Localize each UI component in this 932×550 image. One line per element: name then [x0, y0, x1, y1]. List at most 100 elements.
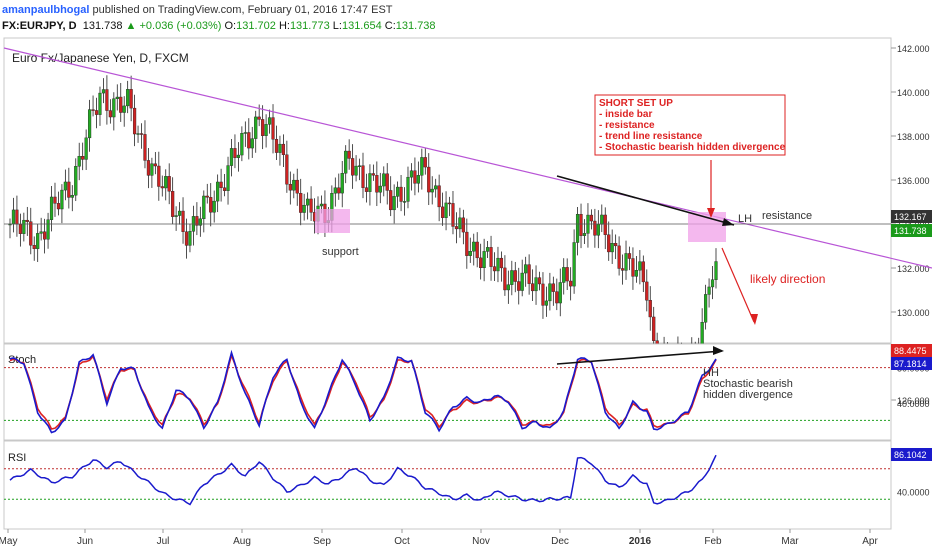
- candle-body: [216, 181, 220, 202]
- time-tick-label: Mar: [781, 536, 799, 547]
- stoch-pane-frame: [3, 343, 892, 441]
- candle-body: [347, 150, 351, 159]
- price-pane-frame: [3, 37, 892, 344]
- price-tick-label: 142.000: [897, 44, 930, 54]
- candle-body: [257, 116, 261, 120]
- candle-body: [472, 241, 476, 252]
- author-link[interactable]: amanpaulbhogal: [2, 4, 90, 16]
- candle-body: [399, 186, 403, 202]
- stoch-value-labels: 88.4475 87.1814: [891, 344, 932, 370]
- price-label: 132.167: [894, 212, 927, 222]
- candle-body: [406, 176, 410, 202]
- candle-body: [482, 251, 486, 269]
- time-axis[interactable]: May Jun Jul Aug Sep Oct Nov Dec 2016 Feb Mar Apr: [0, 529, 878, 547]
- candle-body: [254, 116, 258, 139]
- candle-body: [530, 283, 535, 292]
- time-tick-label: 2016: [629, 536, 652, 547]
- candle-body: [714, 261, 718, 280]
- change: ▲ +0.036 (+0.03%): [125, 20, 222, 32]
- stoch-value-bg: [891, 344, 932, 357]
- candle-body: [396, 186, 400, 197]
- candle-body: [22, 219, 26, 234]
- price-pane[interactable]: Euro Fx/Japanese Yen, D, FXCM 142.000 140…: [3, 37, 932, 406]
- candle-body: [240, 133, 244, 156]
- candle-body: [205, 195, 209, 198]
- setup-text-line: - resistance: [599, 120, 655, 131]
- candle-body: [569, 280, 573, 287]
- candle-body: [105, 89, 109, 111]
- candle-body: [593, 220, 597, 236]
- candle-body: [333, 187, 337, 194]
- candle-body: [74, 166, 78, 196]
- candle-body: [607, 234, 611, 253]
- candle-body: [357, 165, 362, 167]
- candle-body: [164, 176, 168, 189]
- candle-body: [368, 173, 372, 192]
- candle-body: [534, 277, 538, 292]
- rsi-line: [9, 454, 717, 506]
- candle-body: [575, 214, 580, 243]
- candle-body: [56, 203, 61, 210]
- candle-body: [285, 154, 289, 185]
- candle-body: [600, 214, 604, 225]
- candle-body: [645, 281, 649, 301]
- close-label: C:: [384, 20, 396, 32]
- candle-body: [627, 253, 632, 259]
- open-value: 131.702: [236, 20, 276, 32]
- rsi-pane[interactable]: RSI 40.0000 86.1042: [3, 440, 932, 530]
- candle-body: [46, 219, 50, 240]
- open-label: O:: [224, 20, 237, 32]
- candle-body: [67, 181, 71, 198]
- price-tick-label: 138.000: [897, 132, 930, 142]
- candle-body: [562, 267, 566, 283]
- divergence-label-2: hidden divergence: [703, 389, 793, 401]
- candle-body: [638, 261, 642, 271]
- candle-body: [648, 300, 652, 318]
- price-tick-label: 130.000: [897, 308, 930, 318]
- candle-body: [458, 217, 462, 230]
- candle-body: [167, 176, 171, 192]
- candle-body: [489, 247, 493, 267]
- price-tick-label: 136.000: [897, 176, 930, 186]
- candle-body: [91, 109, 95, 111]
- candle-body: [427, 166, 431, 193]
- candle-body: [94, 110, 99, 115]
- direction-arrow-line: [721, 247, 755, 323]
- candle-body: [579, 214, 583, 236]
- candle-body: [302, 204, 306, 213]
- candle-body: [364, 187, 369, 192]
- price-tick-label: 132.000: [897, 264, 930, 274]
- candle-body: [108, 110, 112, 118]
- candle-body: [292, 179, 296, 191]
- candle-body: [146, 160, 151, 176]
- candles: [8, 75, 718, 393]
- stoch-tick-label: 40.0000: [897, 399, 930, 409]
- candle-body: [389, 190, 393, 211]
- support-label: support: [322, 246, 359, 258]
- candle-body: [219, 181, 223, 188]
- candle-body: [70, 195, 74, 198]
- time-tick-label: Dec: [551, 536, 569, 547]
- candle-body: [32, 245, 36, 249]
- candle-body: [271, 117, 275, 140]
- candle-body: [492, 266, 497, 272]
- candle-body: [119, 96, 123, 113]
- candle-body: [63, 181, 67, 191]
- candle-body: [544, 300, 549, 306]
- candle-body: [181, 210, 185, 232]
- setup-text: SHORT SET UP- inside bar- resistance- tr…: [599, 98, 786, 153]
- candle-body: [454, 226, 459, 230]
- candle-body: [499, 257, 504, 269]
- candle-body: [188, 231, 192, 246]
- candle-body: [620, 268, 625, 271]
- candle-body: [157, 165, 161, 187]
- candle-body: [98, 92, 102, 115]
- candle-body: [572, 242, 576, 287]
- candle-body: [150, 163, 154, 176]
- stoch-value-label: 88.4475: [894, 346, 927, 356]
- stoch-pane[interactable]: Stoch 80.000040.0000 HH Stochastic beari…: [3, 343, 932, 441]
- candle-body: [634, 270, 639, 277]
- hh-arrow-line: [556, 350, 723, 365]
- candle-body: [295, 179, 299, 194]
